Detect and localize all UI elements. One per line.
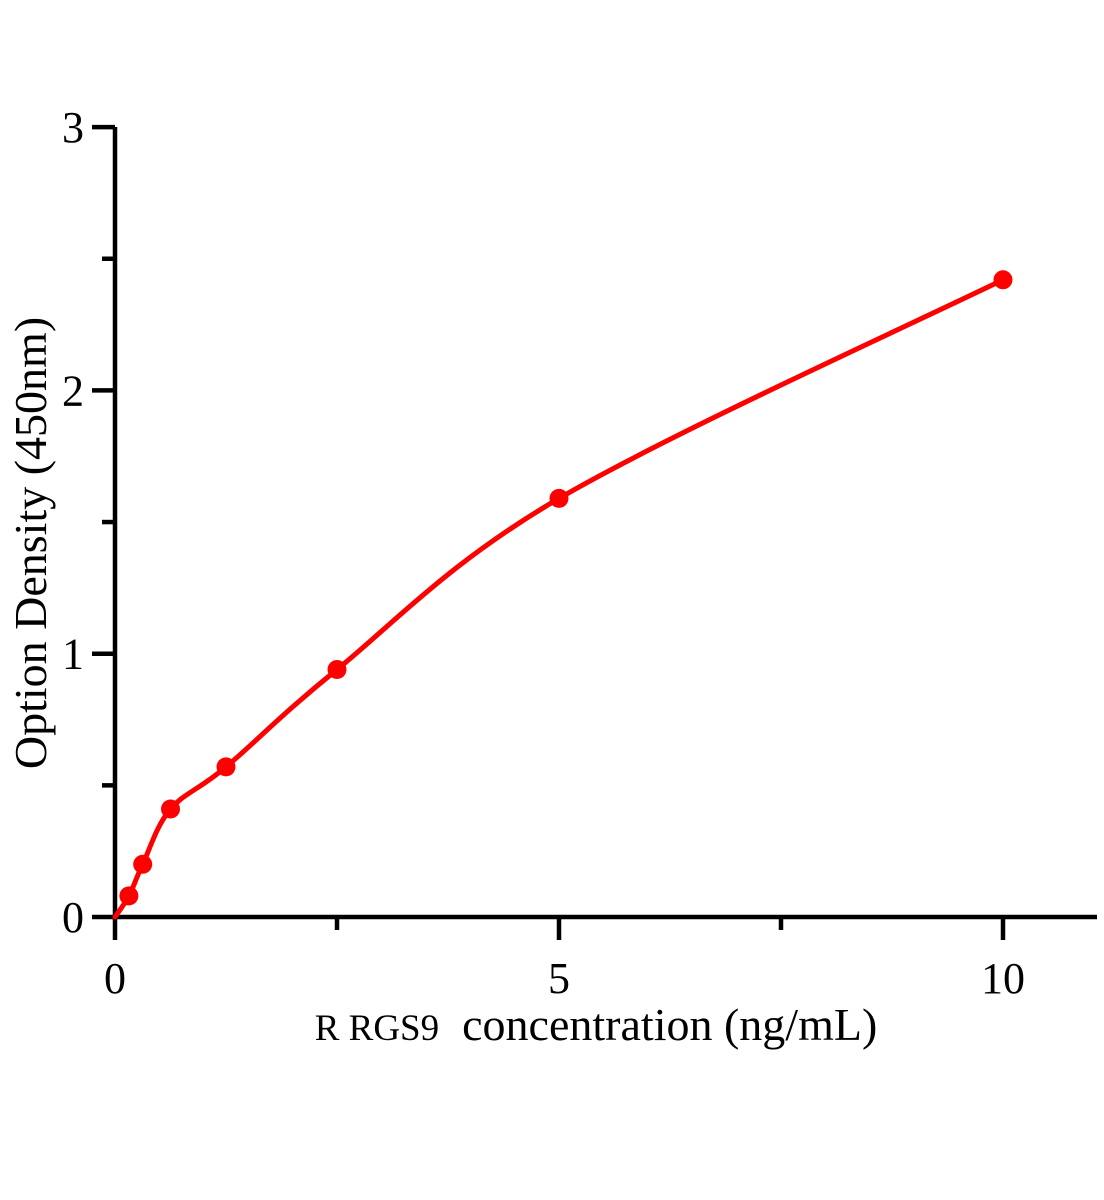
data-point	[993, 270, 1013, 290]
data-point	[161, 799, 180, 819]
y-tick-label: 2	[62, 366, 84, 415]
x-tick-label: 10	[981, 954, 1025, 1003]
data-point	[549, 488, 569, 508]
y-tick-label: 1	[62, 630, 84, 679]
data-point	[327, 660, 347, 679]
data-point	[133, 854, 153, 874]
y-axis-title: Option Density (450nm)	[5, 317, 56, 769]
tick-labels: 0 5 10 0 1 2 3	[62, 103, 1025, 1003]
axes	[112, 127, 1097, 920]
data-point	[216, 757, 236, 777]
y-tick-label: 3	[62, 103, 84, 152]
axis-ticks	[92, 124, 1006, 940]
data-points	[119, 270, 1013, 906]
x-axis-title-main: concentration (ng/mL)	[439, 999, 877, 1050]
fit-curve	[112, 277, 1006, 920]
x-axis-title: R RGS9 concentration (ng/mL)	[315, 999, 878, 1050]
x-tick-label: 5	[548, 954, 570, 1003]
y-tick-label: 0	[62, 893, 84, 942]
x-tick-label: 0	[104, 954, 126, 1003]
x-axis-title-prefix: R RGS9	[315, 1008, 439, 1049]
data-point	[119, 886, 139, 906]
